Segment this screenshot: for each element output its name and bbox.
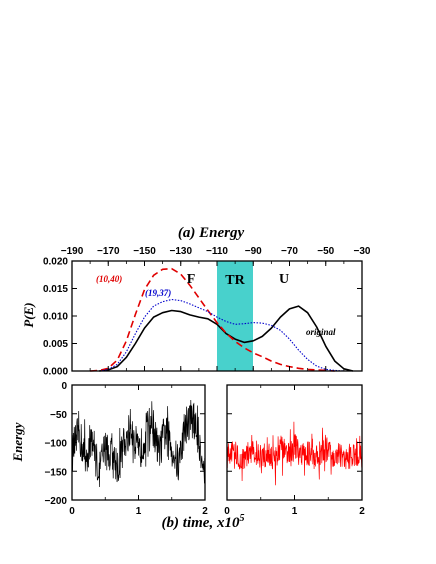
a-ytick-label: 0.005 bbox=[43, 339, 68, 350]
a-xtick-label: −30 bbox=[354, 246, 371, 257]
tr-band bbox=[217, 261, 253, 371]
a-xtick-label: −70 bbox=[281, 246, 298, 257]
a-ytick-label: 0.010 bbox=[43, 312, 68, 323]
panel-a-plot: −190 −170 −150 −130 −110 −90 −70 −50 −30 0.000 0.0… bbox=[43, 246, 371, 378]
legend-label-19-37: (19,37) bbox=[145, 288, 171, 298]
a-ytick-label: 0.015 bbox=[43, 284, 68, 295]
tr-band-label: TR bbox=[225, 273, 245, 288]
a-xtick-label: −90 bbox=[245, 246, 262, 257]
panel-b1-ticks: 0 1 2 0 −50 −100 −150 −200 bbox=[44, 381, 208, 517]
panel-a-ylabel: P(E) bbox=[21, 302, 36, 327]
a-xtick-label: −170 bbox=[97, 246, 120, 257]
energy-trace bbox=[226, 421, 363, 486]
panel-b-xlabel-text: (b) time, x10 bbox=[162, 515, 240, 531]
b-xtick-label: 2 bbox=[202, 506, 208, 517]
region-label-u: U bbox=[279, 272, 289, 287]
panel-a: (a) Energy −190 −170 −150 −130 −110 −90 −70 −50… bbox=[21, 225, 371, 378]
a-ytick-label: 0.000 bbox=[43, 367, 68, 378]
b-ytick-label: −200 bbox=[44, 496, 67, 507]
legend-label-10-40: (10,40) bbox=[96, 274, 122, 284]
b-xtick-label: 1 bbox=[136, 506, 142, 517]
series-line-solid bbox=[99, 305, 354, 372]
a-ytick-label: 0.020 bbox=[43, 257, 68, 268]
a-xtick-label: −150 bbox=[133, 246, 156, 257]
panel-a-title: (a) Energy bbox=[178, 225, 245, 241]
legend-label-original: original bbox=[306, 327, 336, 337]
panel-b1-series bbox=[71, 399, 206, 488]
panel-b-ylabel: Energy bbox=[10, 422, 25, 462]
energy-trace bbox=[71, 399, 206, 488]
panel-b-xlabel: (b) time, x105 bbox=[162, 513, 245, 531]
panel-a-ticks: −190 −170 −150 −130 −110 −90 −70 −50 −30 0.000 0.0… bbox=[43, 246, 371, 378]
b-ytick-label: 0 bbox=[61, 381, 67, 392]
panel-b2-ticks: 0 1 2 bbox=[224, 384, 365, 517]
b-ytick-label: −150 bbox=[44, 467, 67, 478]
b-xtick-label: 0 bbox=[224, 506, 230, 517]
b-xtick-label: 1 bbox=[292, 506, 298, 517]
a-xtick-label: −50 bbox=[317, 246, 334, 257]
panel-a-series bbox=[90, 267, 354, 372]
a-xtick-label: −130 bbox=[169, 246, 192, 257]
a-xtick-label: −110 bbox=[206, 246, 228, 257]
b-ytick-label: −100 bbox=[44, 439, 67, 450]
region-label-f: F bbox=[187, 272, 196, 287]
panel-b-xlabel-exponent: 5 bbox=[239, 513, 244, 524]
b-ytick-label: −50 bbox=[50, 410, 67, 421]
b-xtick-label: 0 bbox=[69, 506, 75, 517]
a-xtick-label: −190 bbox=[61, 246, 84, 257]
b-xtick-label: 2 bbox=[359, 506, 365, 517]
panel-b2-series bbox=[226, 421, 363, 486]
panel-b: 0 1 2 0 −50 −100 −150 −200 0 1 2 Energy (b) time,… bbox=[10, 381, 365, 531]
